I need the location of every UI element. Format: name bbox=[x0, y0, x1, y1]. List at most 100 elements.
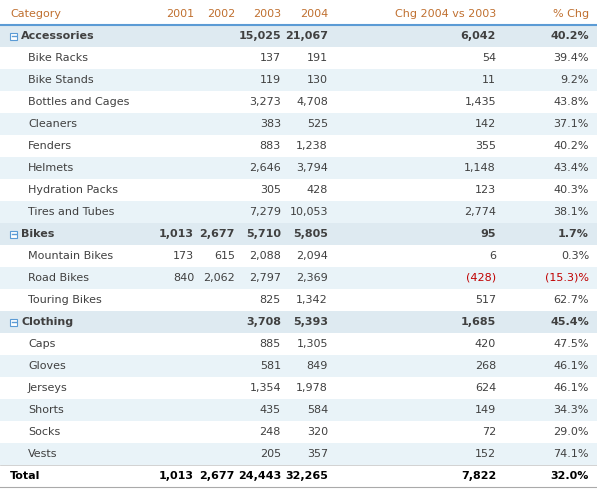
Text: Accessories: Accessories bbox=[21, 31, 95, 41]
Text: Shorts: Shorts bbox=[28, 405, 64, 415]
Text: 357: 357 bbox=[307, 449, 328, 459]
Text: Clothing: Clothing bbox=[21, 317, 73, 327]
Text: Bike Racks: Bike Racks bbox=[28, 53, 88, 63]
Text: 32,265: 32,265 bbox=[285, 471, 328, 481]
Text: 149: 149 bbox=[475, 405, 496, 415]
Text: 142: 142 bbox=[475, 119, 496, 129]
Text: 21,067: 21,067 bbox=[285, 31, 328, 41]
Text: Helmets: Helmets bbox=[28, 163, 74, 173]
Text: 1.7%: 1.7% bbox=[558, 229, 589, 239]
Text: 1,148: 1,148 bbox=[464, 163, 496, 173]
Text: 205: 205 bbox=[260, 449, 281, 459]
Text: 2,677: 2,677 bbox=[199, 471, 235, 481]
Text: Bottles and Cages: Bottles and Cages bbox=[28, 97, 130, 107]
Bar bbox=[0, 245, 597, 267]
Bar bbox=[10, 32, 17, 39]
Text: 9.2%: 9.2% bbox=[561, 75, 589, 85]
Text: 1,978: 1,978 bbox=[296, 383, 328, 393]
Bar bbox=[0, 465, 597, 487]
Text: Caps: Caps bbox=[28, 339, 56, 349]
Text: 383: 383 bbox=[260, 119, 281, 129]
Text: Chg 2004 vs 2003: Chg 2004 vs 2003 bbox=[395, 9, 496, 19]
Text: 1,435: 1,435 bbox=[464, 97, 496, 107]
Text: 46.1%: 46.1% bbox=[553, 383, 589, 393]
Text: 119: 119 bbox=[260, 75, 281, 85]
Text: 38.1%: 38.1% bbox=[553, 207, 589, 217]
Bar bbox=[0, 355, 597, 377]
Text: Cleaners: Cleaners bbox=[28, 119, 77, 129]
Text: 2,094: 2,094 bbox=[296, 251, 328, 261]
Text: 40.2%: 40.2% bbox=[550, 31, 589, 41]
Bar bbox=[10, 231, 17, 238]
Text: 517: 517 bbox=[475, 295, 496, 305]
Text: 5,710: 5,710 bbox=[246, 229, 281, 239]
Text: 191: 191 bbox=[307, 53, 328, 63]
Bar bbox=[0, 25, 597, 47]
Text: 420: 420 bbox=[475, 339, 496, 349]
Text: 40.2%: 40.2% bbox=[553, 141, 589, 151]
Text: 615: 615 bbox=[214, 251, 235, 261]
Text: 849: 849 bbox=[307, 361, 328, 371]
Text: 152: 152 bbox=[475, 449, 496, 459]
Text: 305: 305 bbox=[260, 185, 281, 195]
Text: 825: 825 bbox=[260, 295, 281, 305]
Text: Total: Total bbox=[10, 471, 41, 481]
Text: 32.0%: 32.0% bbox=[550, 471, 589, 481]
Text: 74.1%: 74.1% bbox=[553, 449, 589, 459]
Text: 428: 428 bbox=[307, 185, 328, 195]
Text: Road Bikes: Road Bikes bbox=[28, 273, 89, 283]
Text: Touring Bikes: Touring Bikes bbox=[28, 295, 101, 305]
Text: 883: 883 bbox=[260, 141, 281, 151]
Text: 130: 130 bbox=[307, 75, 328, 85]
Text: 137: 137 bbox=[260, 53, 281, 63]
Text: 1,013: 1,013 bbox=[159, 229, 194, 239]
Text: 2,062: 2,062 bbox=[203, 273, 235, 283]
Text: 268: 268 bbox=[475, 361, 496, 371]
Text: 840: 840 bbox=[173, 273, 194, 283]
Text: 1,354: 1,354 bbox=[250, 383, 281, 393]
Text: 11: 11 bbox=[482, 75, 496, 85]
Bar bbox=[10, 319, 17, 326]
Text: 2002: 2002 bbox=[207, 9, 235, 19]
Bar bbox=[0, 333, 597, 355]
Text: 3,708: 3,708 bbox=[246, 317, 281, 327]
Text: 54: 54 bbox=[482, 53, 496, 63]
Text: 5,805: 5,805 bbox=[293, 229, 328, 239]
Text: 2,774: 2,774 bbox=[464, 207, 496, 217]
Bar bbox=[0, 135, 597, 157]
Bar bbox=[0, 179, 597, 201]
Bar bbox=[0, 377, 597, 399]
Text: 95: 95 bbox=[481, 229, 496, 239]
Text: 624: 624 bbox=[475, 383, 496, 393]
Text: 123: 123 bbox=[475, 185, 496, 195]
Text: 584: 584 bbox=[307, 405, 328, 415]
Text: 6,042: 6,042 bbox=[461, 31, 496, 41]
Text: Fenders: Fenders bbox=[28, 141, 72, 151]
Text: Jerseys: Jerseys bbox=[28, 383, 67, 393]
Text: 45.4%: 45.4% bbox=[550, 317, 589, 327]
Text: 24,443: 24,443 bbox=[238, 471, 281, 481]
Bar bbox=[0, 157, 597, 179]
Text: 7,822: 7,822 bbox=[461, 471, 496, 481]
Text: Socks: Socks bbox=[28, 427, 60, 437]
Text: 43.4%: 43.4% bbox=[553, 163, 589, 173]
Bar bbox=[0, 223, 597, 245]
Text: 62.7%: 62.7% bbox=[553, 295, 589, 305]
Text: 2,646: 2,646 bbox=[250, 163, 281, 173]
Text: 47.5%: 47.5% bbox=[553, 339, 589, 349]
Text: 320: 320 bbox=[307, 427, 328, 437]
Text: 3,794: 3,794 bbox=[296, 163, 328, 173]
Text: Vests: Vests bbox=[28, 449, 57, 459]
Text: Hydration Packs: Hydration Packs bbox=[28, 185, 118, 195]
Text: Category: Category bbox=[10, 9, 61, 19]
Text: 1,342: 1,342 bbox=[296, 295, 328, 305]
Bar bbox=[0, 311, 597, 333]
Bar bbox=[0, 201, 597, 223]
Text: 2003: 2003 bbox=[253, 9, 281, 19]
Text: 0.3%: 0.3% bbox=[561, 251, 589, 261]
Text: Tires and Tubes: Tires and Tubes bbox=[28, 207, 115, 217]
Text: 1,305: 1,305 bbox=[297, 339, 328, 349]
Text: 2004: 2004 bbox=[300, 9, 328, 19]
Text: 525: 525 bbox=[307, 119, 328, 129]
Text: 3,273: 3,273 bbox=[250, 97, 281, 107]
